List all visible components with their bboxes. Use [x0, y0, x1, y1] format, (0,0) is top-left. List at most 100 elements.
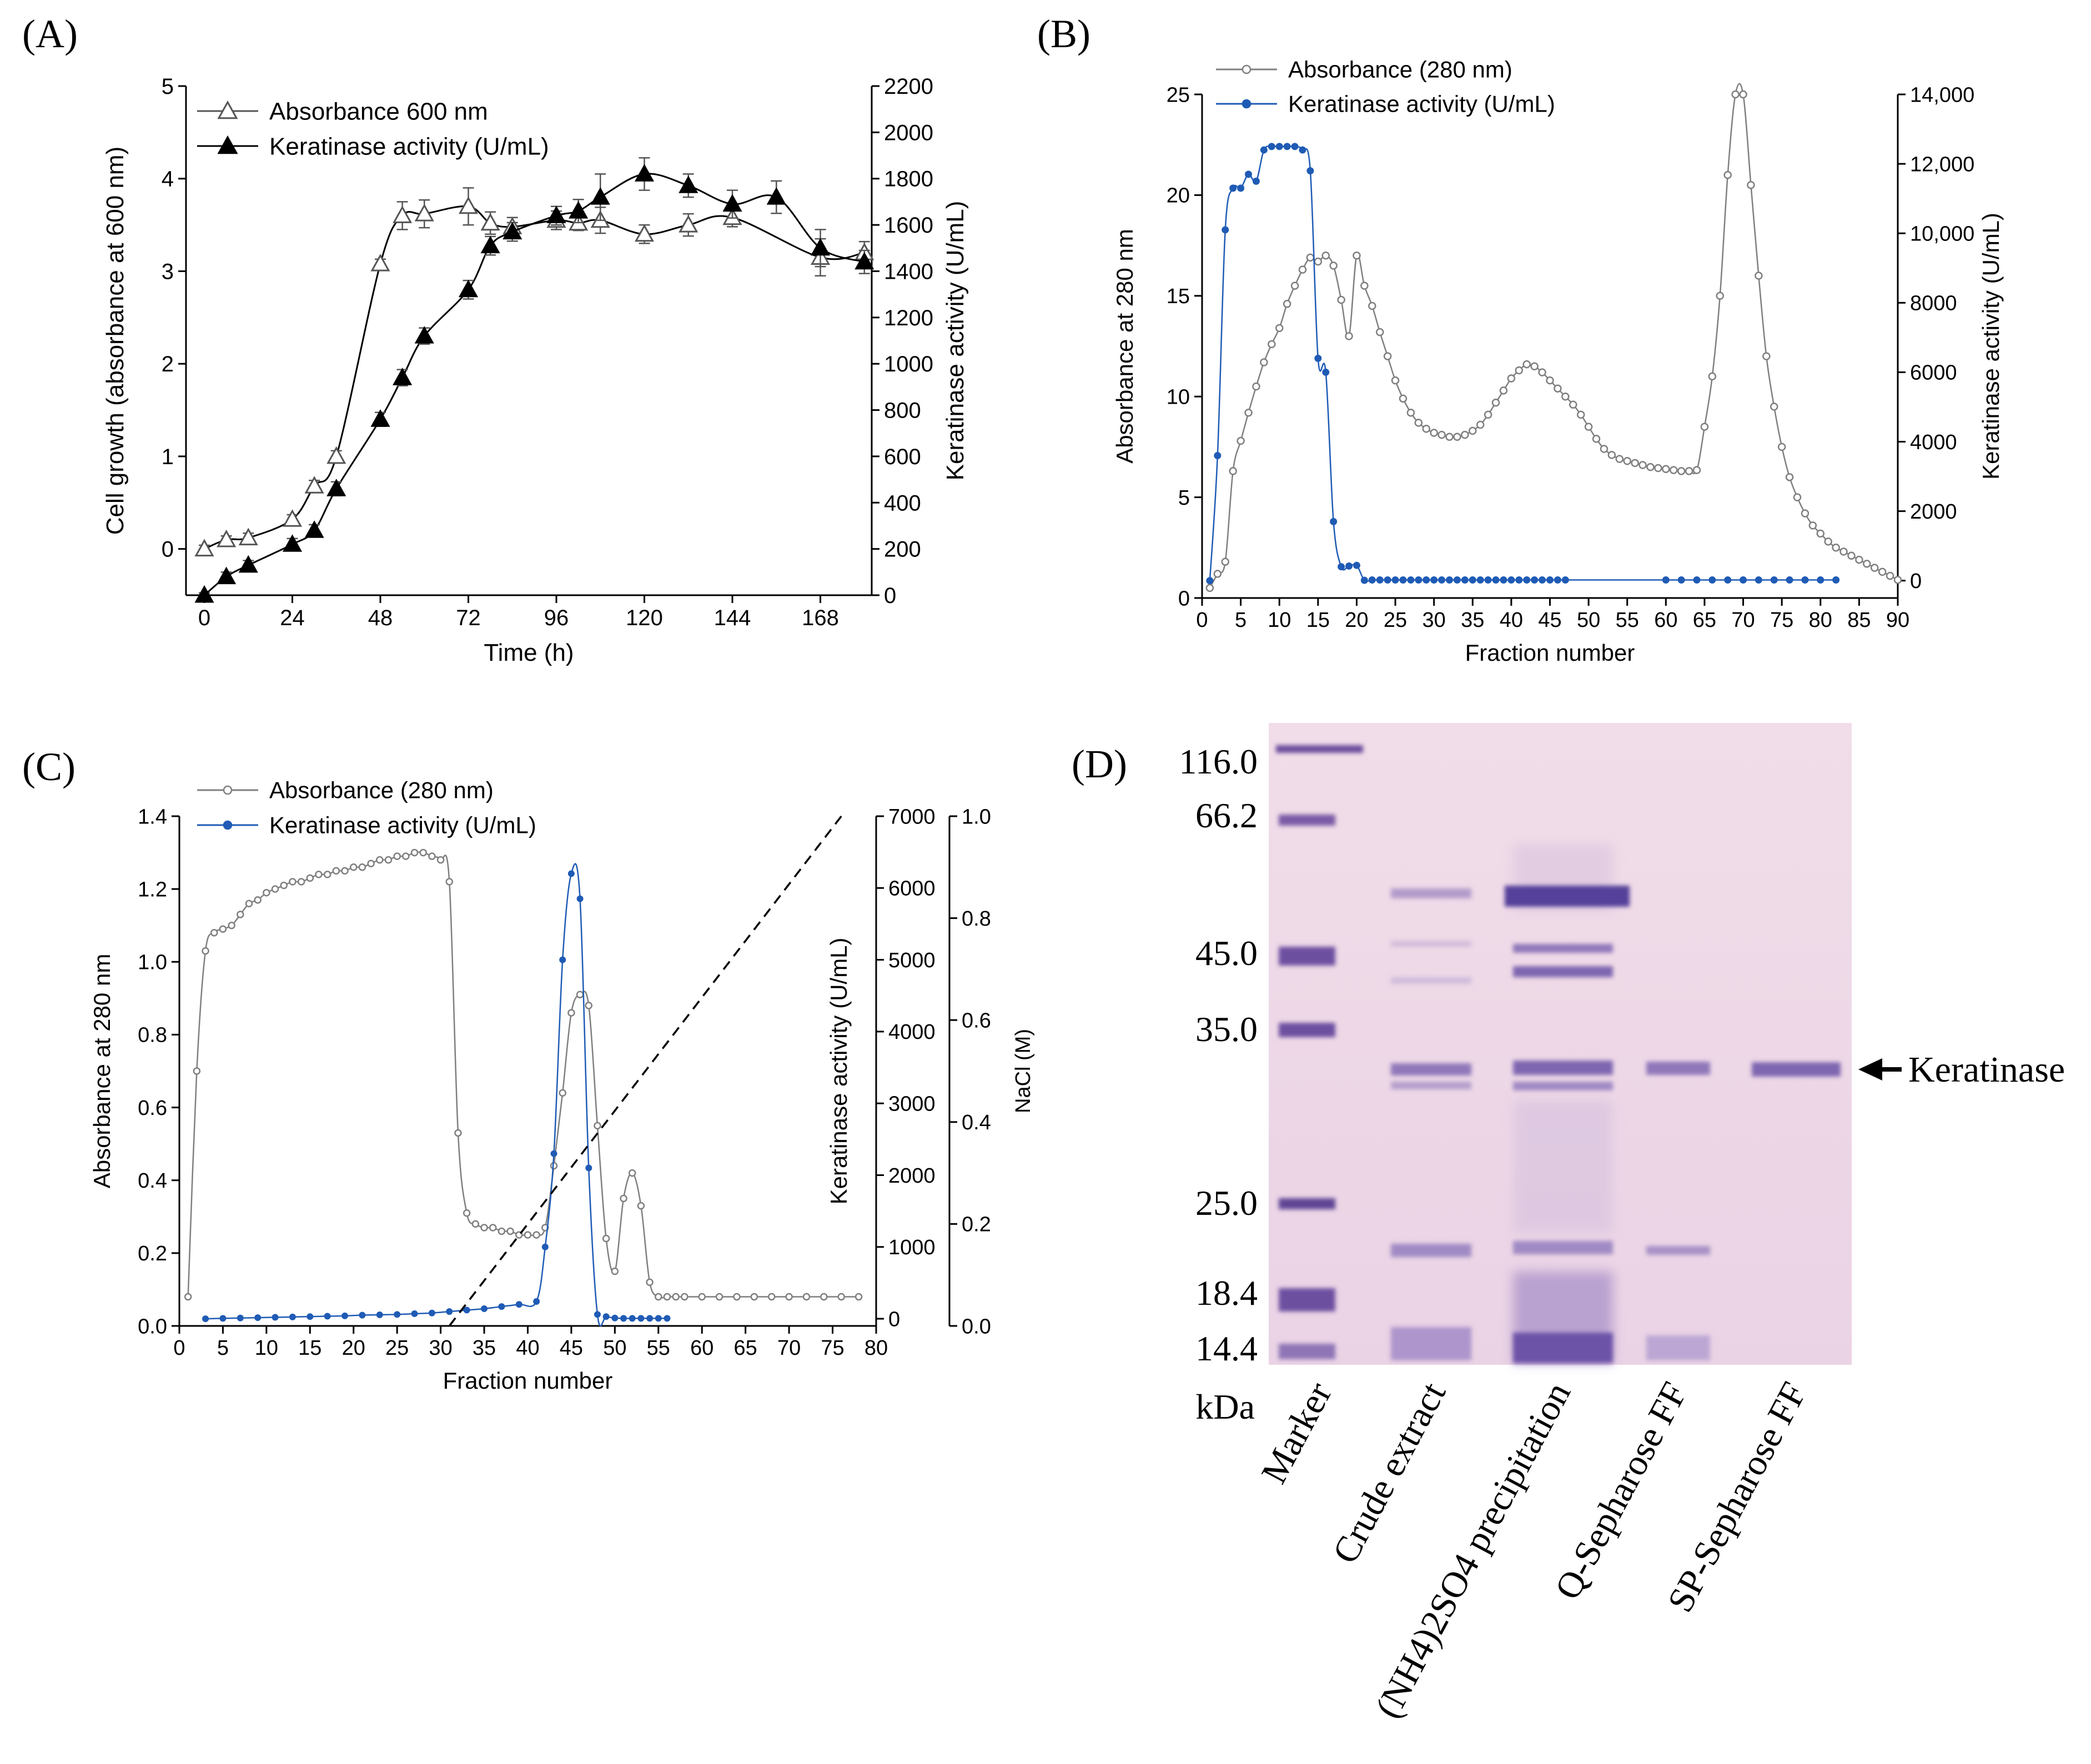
data-point: [1554, 576, 1561, 584]
crude-band-42: [1391, 977, 1471, 984]
panel-c-chart: 0 5 10 15 20 25 30 35 40 45 50 55 60 65 70 75 80 0.0 0.2 0.…: [89, 777, 1035, 1394]
legend-marker: [217, 135, 238, 154]
data-point: [515, 1301, 522, 1308]
data-point: [489, 1224, 497, 1232]
x-tick-label: 30: [1423, 609, 1446, 632]
marker-lane-bands: [1276, 745, 1363, 1359]
data-point: [1740, 576, 1747, 584]
data-point: [1546, 376, 1554, 385]
data-point: [1314, 257, 1323, 266]
x-tick-label: 5: [217, 1336, 229, 1360]
y-tick-label: 0.2: [138, 1242, 167, 1265]
y-tick-label: 25: [1167, 83, 1190, 107]
data-point: [1360, 576, 1368, 584]
data-point: [590, 187, 610, 205]
data-point: [428, 1309, 435, 1316]
legend-label: Absorbance (280 nm): [269, 777, 494, 803]
data-point: [1406, 408, 1415, 417]
data-point: [1623, 457, 1631, 465]
data-point: [1430, 576, 1438, 584]
data-point: [1445, 433, 1454, 441]
data-point: [1221, 557, 1230, 566]
sp-sepharose-lane-bands: [1752, 1062, 1841, 1077]
data-point: [376, 1311, 383, 1318]
data-point: [1383, 352, 1392, 360]
data-point: [678, 175, 698, 193]
data-point: [463, 1306, 470, 1314]
data-point: [810, 238, 831, 256]
data-point: [664, 1315, 671, 1322]
y-tick-label: 0.6: [138, 1097, 167, 1120]
marker-band-66: [1279, 815, 1335, 826]
data-point: [1345, 332, 1353, 340]
mw-label-14: 14.4: [1195, 1329, 1258, 1368]
data-point: [393, 368, 413, 385]
data-point: [1484, 576, 1492, 584]
data-point: [1330, 517, 1338, 525]
data-point: [602, 1234, 610, 1243]
data-point: [1213, 570, 1222, 578]
y-tick-label: 5: [162, 74, 174, 99]
y-tick-label: 1.2: [138, 878, 167, 901]
mw-unit-label: kDa: [1195, 1387, 1255, 1426]
data-point: [1245, 170, 1253, 178]
data-point: [1222, 226, 1229, 234]
marker-band-45: [1279, 947, 1335, 966]
data-point: [567, 870, 575, 877]
data-point: [1607, 451, 1616, 459]
y2-tick-label: 400: [884, 491, 921, 515]
data-point: [480, 213, 500, 231]
data-point: [663, 1293, 671, 1301]
data-point: [1615, 455, 1624, 463]
q-band-14: [1646, 1335, 1710, 1360]
x-tick-label: 55: [1616, 609, 1639, 632]
y3-axis-label: NaCl (M): [1012, 1029, 1035, 1113]
y-tick-label: 10: [1167, 386, 1190, 409]
data-point: [237, 1314, 244, 1321]
data-point: [1290, 282, 1299, 290]
data-point: [629, 1169, 636, 1177]
data-point: [1832, 576, 1840, 584]
data-point: [722, 194, 742, 212]
data-point: [1723, 170, 1732, 179]
y2-tick-label: 600: [884, 445, 921, 469]
data-point: [384, 856, 393, 864]
legend-label: Keratinase activity (U/mL): [269, 133, 549, 160]
y3-tick-label: 1.0: [962, 805, 991, 828]
data-point: [802, 1293, 811, 1301]
data-point: [228, 921, 235, 929]
data-point: [637, 1315, 645, 1322]
data-point: [1453, 433, 1461, 441]
y3-tick-label: 0.2: [962, 1213, 991, 1237]
data-point: [219, 925, 227, 933]
y-tick-label: 0: [162, 537, 174, 562]
data-point: [1306, 167, 1314, 175]
y-tick-label: 1.0: [138, 951, 167, 974]
data-point: [1677, 467, 1686, 475]
data-point: [1808, 521, 1817, 530]
data-point: [1368, 576, 1376, 584]
data-point: [1237, 184, 1245, 192]
data-point: [471, 1220, 480, 1228]
data-point: [1523, 576, 1531, 584]
q-band-21: [1646, 1246, 1710, 1255]
data-point: [546, 205, 566, 223]
y-axis-label: Absorbance at 280 nm: [89, 954, 115, 1189]
data-point: [436, 856, 445, 864]
data-point: [454, 1129, 462, 1137]
data-point: [1801, 509, 1809, 517]
data-point: [1260, 146, 1268, 154]
x-tick-label: 65: [1693, 609, 1716, 632]
data-point: [532, 1231, 540, 1239]
mw-label-25: 25.0: [1195, 1183, 1258, 1223]
q-band-keratinase: [1646, 1062, 1710, 1075]
data-point: [1755, 576, 1762, 584]
y3-tick-label: 0.6: [962, 1009, 991, 1033]
data-point: [1322, 368, 1330, 376]
ammonium-smear-mid: [1513, 1099, 1613, 1233]
data-point: [1817, 576, 1824, 584]
crude-extract-lane-bands: [1391, 888, 1471, 1360]
data-point: [585, 1002, 593, 1009]
data-point: [376, 856, 384, 864]
legend-marker: [223, 820, 233, 830]
